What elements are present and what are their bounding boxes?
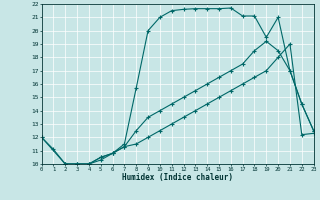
X-axis label: Humidex (Indice chaleur): Humidex (Indice chaleur): [122, 173, 233, 182]
